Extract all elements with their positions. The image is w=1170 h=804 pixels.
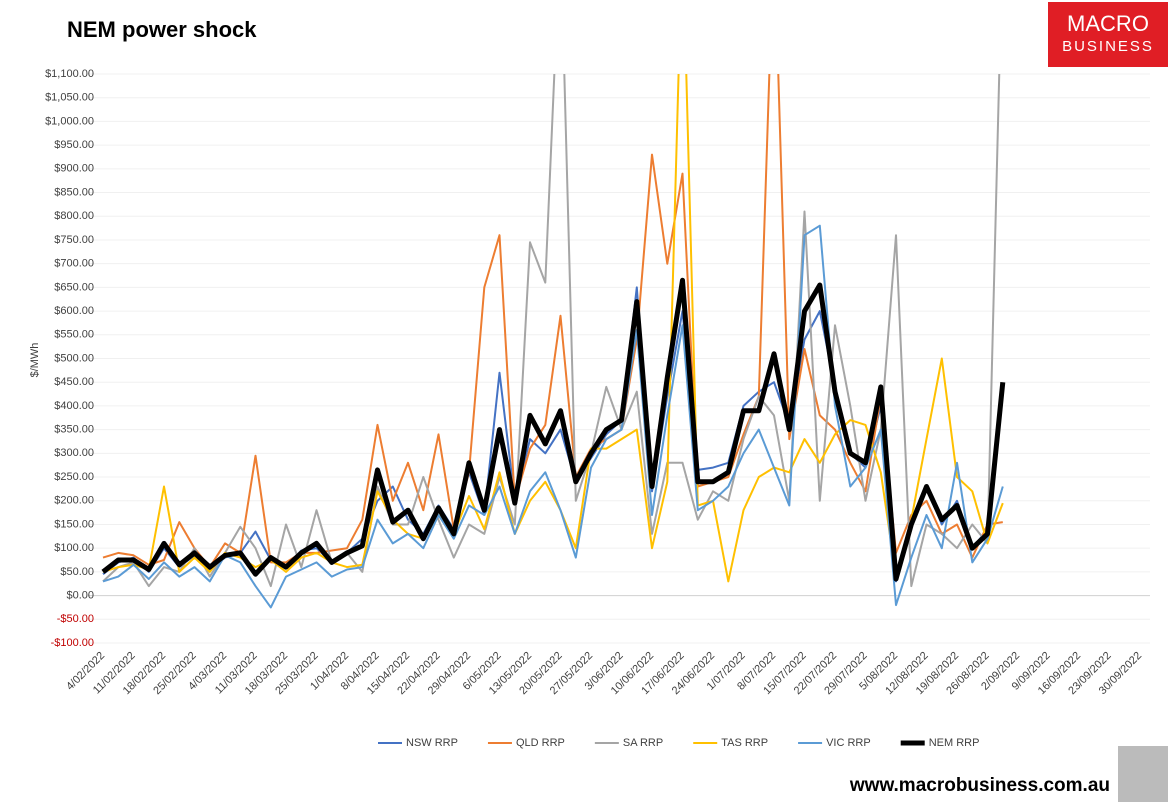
chart-title: NEM power shock (67, 17, 257, 42)
legend-label: NSW RRP (406, 737, 458, 749)
y-tick-label: $300.00 (54, 447, 94, 459)
series-line (102, 74, 1001, 588)
legend-label: TAS RRP (721, 737, 768, 749)
y-tick-label: $150.00 (54, 518, 94, 530)
y-tick-label: $650.00 (54, 281, 94, 293)
plot-lines (101, 74, 1006, 609)
logo-box (1048, 2, 1168, 67)
y-tick-label: -$50.00 (57, 613, 94, 625)
y-tick-label: $1,000.00 (45, 115, 94, 127)
legend-label: VIC RRP (826, 737, 871, 749)
website: www.macrobusiness.com.au (849, 775, 1110, 796)
y-tick-label: $200.00 (54, 495, 94, 507)
wolf-icon (1118, 746, 1168, 802)
y-tick-label: $450.00 (54, 376, 94, 388)
y-tick-label: $950.00 (54, 139, 94, 151)
y-tick-label: $1,050.00 (45, 92, 94, 104)
legend-label: SA RRP (623, 737, 663, 749)
y-tick-label: $400.00 (54, 400, 94, 412)
y-tick-label: $0.00 (66, 589, 94, 601)
y-tick-label: $800.00 (54, 210, 94, 222)
series-line (102, 224, 1004, 609)
series-line (101, 277, 1006, 582)
y-tick-label: $1,100.00 (45, 68, 94, 80)
series-line (102, 74, 1003, 569)
y-tick-label: $600.00 (54, 305, 94, 317)
logo-text: MACRO (1067, 11, 1149, 36)
logo-text: BUSINESS (1062, 38, 1154, 55)
y-tick-label: $850.00 (54, 186, 94, 198)
y-tick-label: -$100.00 (51, 637, 94, 649)
y-tick-label: $550.00 (54, 329, 94, 341)
y-tick-label: $750.00 (54, 234, 94, 246)
y-tick-label: $500.00 (54, 352, 94, 364)
y-tick-label: $350.00 (54, 424, 94, 436)
legend-label: QLD RRP (516, 737, 565, 749)
y-tick-label: $50.00 (60, 566, 94, 578)
legend-label: NEM RRP (929, 737, 980, 749)
y-axis-label: $/MWh (29, 343, 41, 378)
y-tick-label: $900.00 (54, 163, 94, 175)
y-tick-label: $250.00 (54, 471, 94, 483)
series-line (102, 74, 1004, 583)
y-tick-label: $100.00 (54, 542, 94, 554)
y-tick-label: $700.00 (54, 258, 94, 270)
